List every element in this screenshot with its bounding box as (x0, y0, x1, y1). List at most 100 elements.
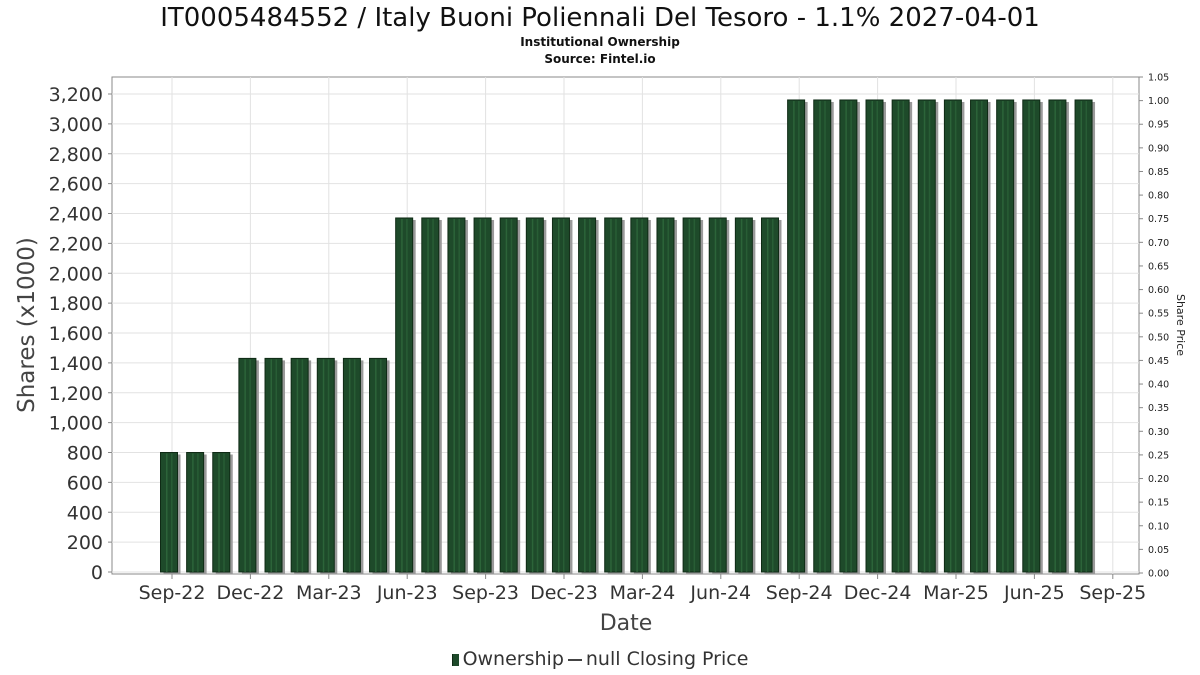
y-tick-label: 1,200 (49, 383, 103, 405)
y-right-tick-label: 0.05 (1148, 545, 1169, 556)
y-tick-label: 1,400 (49, 353, 103, 375)
bar-body (578, 217, 597, 573)
y-tick-label: 2,800 (49, 144, 103, 166)
bar-highlight (740, 218, 743, 572)
bar-highlight (845, 100, 847, 572)
bar-highlight (479, 218, 482, 572)
bar-body (447, 217, 466, 573)
bar-highlight (819, 100, 821, 572)
bar-highlight (771, 218, 774, 572)
bar-highlight (458, 218, 460, 572)
bar-body (813, 99, 832, 573)
x-tick-label: Dec-23 (530, 582, 598, 604)
bar-highlight (380, 359, 382, 572)
bar-body (708, 217, 727, 573)
bar (970, 99, 991, 574)
bar-highlight (589, 218, 591, 572)
bar-highlight (798, 100, 800, 572)
bar-highlight (348, 359, 351, 572)
y-axis-right: 0.00 0.05 0.10 0.15 0.20 0.25 0.30 0.35 0.40 0.45… (1139, 73, 1169, 580)
bar (656, 217, 677, 574)
bar-body (760, 217, 779, 573)
bar-body (421, 217, 440, 573)
bar-highlight (1033, 100, 1035, 572)
bar-highlight (249, 359, 251, 572)
bar (473, 217, 495, 574)
bar-highlight (693, 218, 696, 572)
bar-highlight (981, 100, 983, 572)
bar-body (160, 452, 178, 573)
y-tick-label: 400 (67, 502, 103, 524)
chart-subtitle: Institutional Ownership (520, 35, 680, 49)
y-tick-label: 2,400 (49, 204, 103, 226)
y-right-tick-label: 0.35 (1148, 403, 1169, 414)
bar-highlight (197, 453, 199, 572)
bar (630, 217, 651, 574)
bar-body (970, 99, 989, 573)
bar (734, 217, 756, 574)
y-right-tick-label: 0.55 (1148, 309, 1169, 320)
y-right-tick-label: 0.15 (1148, 498, 1169, 509)
bar-highlight (1007, 100, 1009, 572)
bar-body (316, 357, 335, 573)
bar-highlight (824, 100, 826, 572)
bar-body (473, 217, 492, 573)
bar-highlight (871, 100, 874, 572)
bar-body (525, 217, 544, 573)
bar (238, 357, 259, 574)
y-right-tick-label: 1.00 (1148, 96, 1169, 107)
x-tick-label: Sep-24 (766, 582, 833, 604)
bar-highlight (850, 100, 852, 572)
y-tick-label: 3,200 (49, 84, 103, 106)
y-tick-label: 1,800 (49, 293, 103, 315)
bar-highlight (662, 218, 664, 572)
bar-body (787, 99, 806, 573)
x-tick-label: Sep-25 (1079, 582, 1146, 604)
y-right-tick-label: 0.40 (1148, 380, 1169, 391)
bar-highlight (714, 218, 717, 572)
x-axis-label: Date (600, 611, 653, 636)
bar (760, 217, 782, 574)
bar-highlight (766, 218, 769, 572)
y-right-tick-label: 0.10 (1148, 521, 1169, 532)
bar-highlight (976, 100, 978, 572)
y-right-tick-label: 0.30 (1148, 427, 1169, 438)
bar-highlight (876, 100, 879, 572)
bar-highlight (641, 218, 643, 572)
y-tick-label: 3,000 (49, 114, 103, 136)
bar-highlight (949, 100, 952, 572)
y-tick-label: 2,200 (49, 233, 103, 255)
bar-highlight (322, 359, 325, 572)
bar-highlight (636, 218, 638, 572)
bar (186, 452, 207, 574)
x-tick-label: Dec-24 (844, 582, 912, 604)
bar-body (604, 217, 623, 573)
x-axis: Sep-22 Dec-22 Mar-23 Jun-23 Sep-23 Dec-23 Mar-… (139, 574, 1146, 604)
x-tick-label: Jun-25 (1003, 582, 1065, 604)
bar-body (264, 357, 283, 573)
bar-highlight (218, 453, 220, 572)
bar-highlight (688, 218, 691, 572)
bar-highlight (667, 218, 669, 572)
y-right-tick-label: 0.20 (1148, 474, 1169, 485)
bar-body (395, 217, 414, 573)
bar-highlight (897, 100, 900, 572)
bar-highlight (192, 453, 194, 572)
y-right-tick-label: 0.60 (1148, 285, 1169, 296)
bar-body (839, 99, 858, 573)
y-tick-label: 600 (67, 472, 103, 494)
bar-body (342, 357, 361, 573)
bar-body (551, 217, 570, 573)
bar-body (212, 452, 231, 573)
bar-highlight (1054, 100, 1056, 572)
y-tick-label: 2,000 (49, 263, 103, 285)
bar (708, 217, 730, 574)
bar-highlight (1002, 100, 1004, 572)
bar-highlight (719, 218, 722, 572)
bar-body (630, 217, 649, 573)
y-right-tick-label: 0.70 (1148, 238, 1169, 249)
bar-highlight (432, 218, 434, 572)
bar-body (1048, 99, 1067, 573)
bar-body (891, 99, 910, 573)
y-right-tick-label: 0.25 (1148, 450, 1169, 461)
